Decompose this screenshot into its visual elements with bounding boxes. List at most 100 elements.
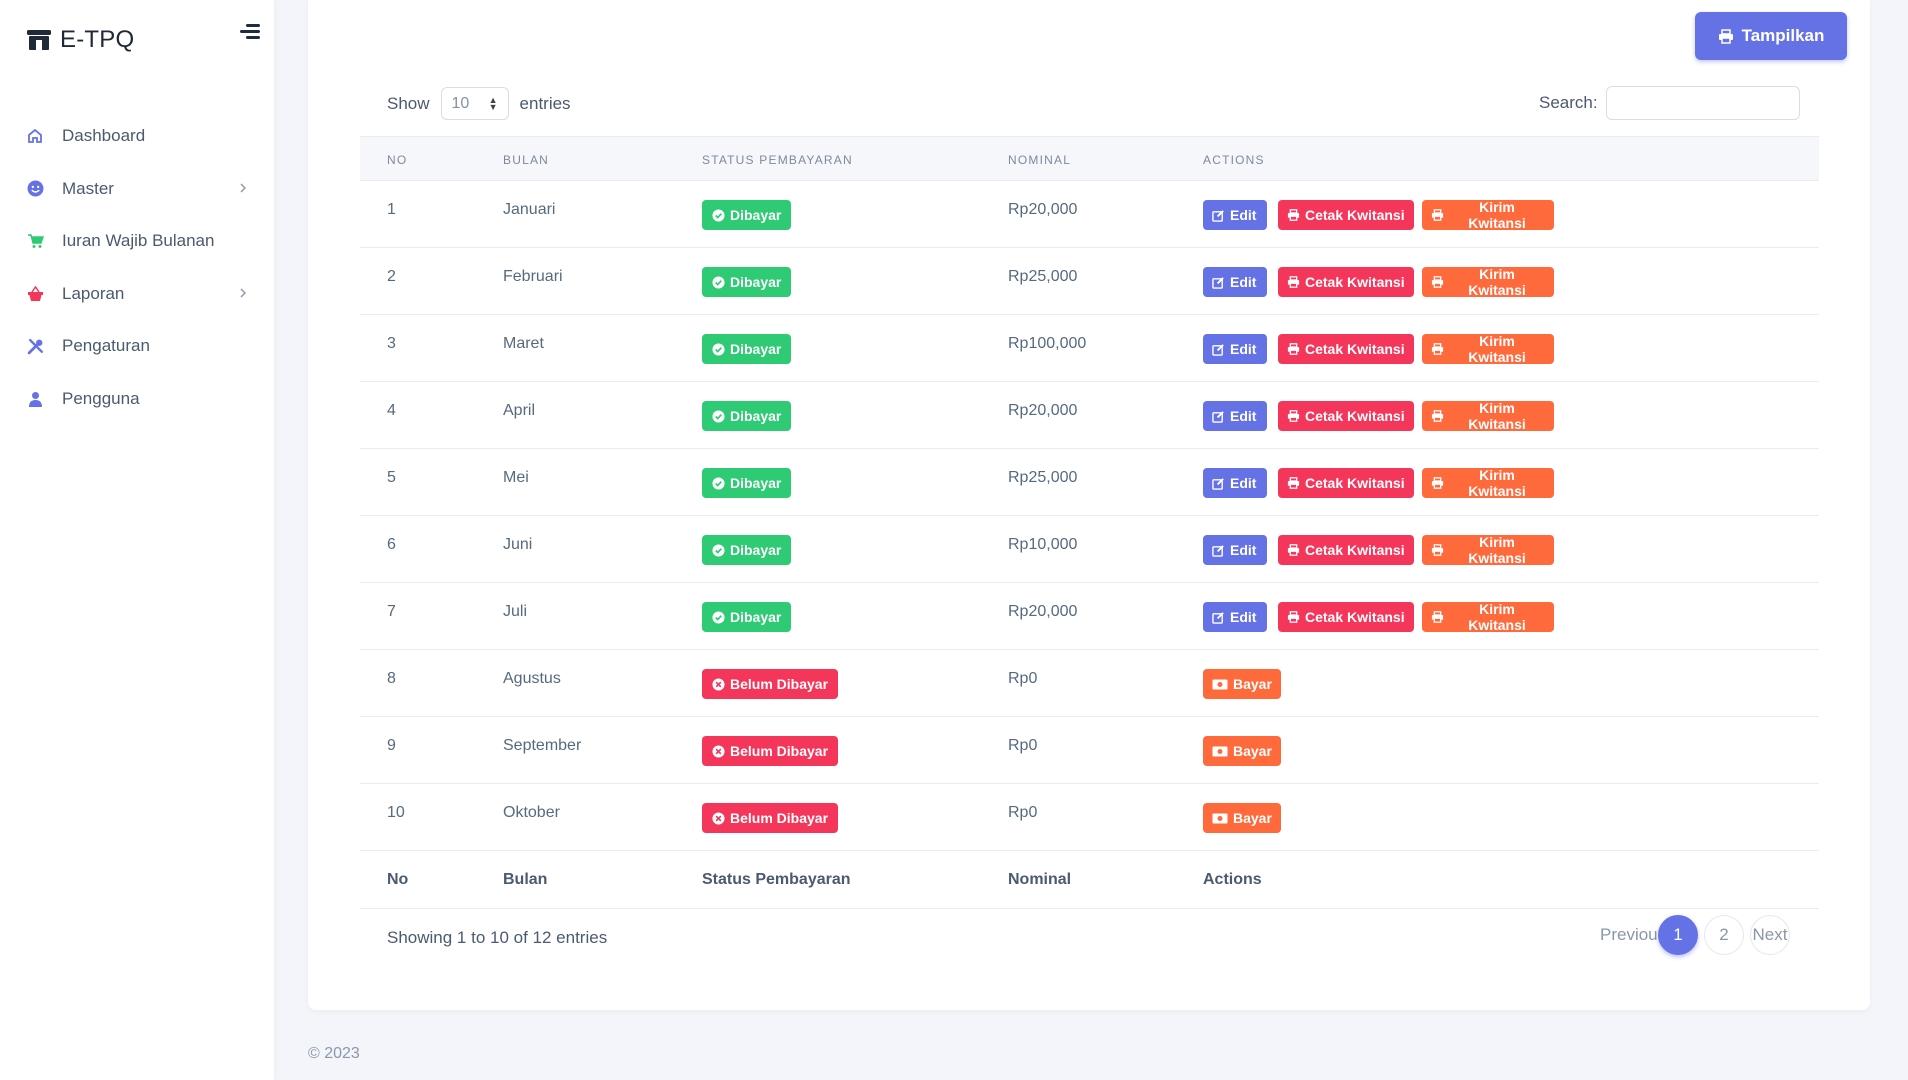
cetak-kwitansi-button[interactable]: Cetak Kwitansi [1278,200,1414,230]
kirim-kwitansi-button[interactable]: Kirim Kwitansi [1422,467,1554,499]
edit-button[interactable]: Edit [1203,602,1267,632]
x-circle-icon [712,677,725,691]
pagination-previous[interactable]: Previous [1600,925,1667,944]
bayar-label: Bayar [1233,743,1272,759]
cetak-kwitansi-button[interactable]: Cetak Kwitansi [1278,267,1414,297]
page-footer: © 2023 [308,1045,360,1062]
cell-no: 5 [387,469,396,486]
status-badge: Belum Dibayar [702,669,839,699]
table-row: 10 Oktober Belum Dibayar Rp0 Bayar [360,784,1819,851]
kirim-kwitansi-button[interactable]: Kirim Kwitansi [1422,534,1554,566]
cetak-kwitansi-button[interactable]: Cetak Kwitansi [1278,401,1414,431]
kirim-kwitansi-button[interactable]: Kirim Kwitansi [1422,601,1554,633]
status-badge: Dibayar [702,535,792,565]
check-circle-icon [712,409,725,423]
check-circle-icon [712,342,725,356]
kirim-kwitansi-button[interactable]: Kirim Kwitansi [1422,199,1554,231]
footer-nominal: Nominal [1008,871,1072,888]
cetak-kwitansi-button[interactable]: Cetak Kwitansi [1278,334,1414,364]
chevron-right-icon [238,286,248,300]
status-badge: Belum Dibayar [702,736,839,766]
kirim-label: Kirim Kwitansi [1468,266,1526,298]
status-label: Belum Dibayar [730,743,829,759]
kirim-label: Kirim Kwitansi [1468,534,1526,566]
sidebar-item-laporan[interactable]: Laporan [0,268,274,321]
kirim-label: Kirim Kwitansi [1468,467,1526,499]
cell-bulan: April [503,402,536,419]
user-icon [26,390,44,408]
sidebar-toggle-icon[interactable] [240,24,262,42]
cetak-label: Cetak Kwitansi [1305,408,1405,424]
brand-name: E-TPQ [60,26,135,53]
sidebar-item-label: Laporan [62,283,125,303]
basket-icon [26,285,44,303]
bayar-label: Bayar [1233,676,1272,692]
table-row: 4 April Dibayar Rp20,000 Edit Cetak Kwitansi K… [360,382,1819,449]
status-badge: Dibayar [702,334,792,364]
cell-no: 3 [387,335,396,352]
bayar-button[interactable]: Bayar [1203,803,1281,833]
check-circle-icon [712,275,725,289]
header-bulan[interactable]: Bulan [503,153,550,167]
header-actions[interactable]: Actions [1203,153,1265,167]
cetak-label: Cetak Kwitansi [1305,207,1405,223]
edit-button[interactable]: Edit [1203,468,1267,498]
table-row: 9 September Belum Dibayar Rp0 Bayar [360,717,1819,784]
cetak-kwitansi-button[interactable]: Cetak Kwitansi [1278,468,1414,498]
tampilkan-button[interactable]: Tampilkan [1695,12,1847,60]
brand[interactable]: E-TPQ [26,26,134,54]
cell-bulan: Maret [503,335,544,352]
money-icon [1212,746,1228,757]
kirim-label: Kirim Kwitansi [1468,400,1526,432]
search-label: Search: [1539,93,1598,112]
bayar-label: Bayar [1233,810,1272,826]
bayar-button[interactable]: Bayar [1203,669,1281,699]
check-circle-icon [712,543,725,557]
kirim-kwitansi-button[interactable]: Kirim Kwitansi [1422,333,1554,365]
kirim-kwitansi-button[interactable]: Kirim Kwitansi [1422,400,1554,432]
sidebar-item-iuran[interactable]: Iuran Wajib Bulanan [0,215,274,268]
header-status[interactable]: Status Pembayaran [702,153,853,167]
print-icon [1287,343,1300,355]
sidebar-item-label: Pengguna [62,388,140,408]
entries-label: entries [519,93,571,113]
sidebar-item-dashboard[interactable]: Dashboard [0,110,274,163]
edit-button[interactable]: Edit [1203,401,1267,431]
header-nominal[interactable]: Nominal [1008,153,1072,167]
print-icon [1287,544,1300,556]
pagination-page-2[interactable]: 2 [1704,915,1744,955]
x-circle-icon [712,811,725,825]
kirim-kwitansi-button[interactable]: Kirim Kwitansi [1422,266,1554,298]
edit-button[interactable]: Edit [1203,200,1267,230]
pagination-next[interactable]: Next [1750,915,1790,955]
table-row: 3 Maret Dibayar Rp100,000 Edit Cetak Kwitansi… [360,315,1819,382]
sidebar-item-pengaturan[interactable]: Pengaturan [0,320,274,373]
entries-select[interactable]: 10 ▲ ▼ [440,87,509,120]
edit-button[interactable]: Edit [1203,334,1267,364]
entries-length: Show 10 ▲ ▼ entries [387,87,571,120]
edit-button[interactable]: Edit [1203,267,1267,297]
bayar-button[interactable]: Bayar [1203,736,1281,766]
edit-icon [1212,209,1225,222]
show-label: Show [387,93,430,113]
cetak-kwitansi-button[interactable]: Cetak Kwitansi [1278,602,1414,632]
pagination-page-1[interactable]: 1 [1658,915,1698,955]
edit-icon [1212,611,1225,624]
print-icon [1431,343,1444,355]
cell-nominal: Rp25,000 [1008,469,1078,486]
status-label: Dibayar [730,341,782,357]
cell-nominal: Rp20,000 [1008,201,1078,218]
cell-bulan: September [503,737,582,754]
cell-nominal: Rp20,000 [1008,603,1078,620]
sidebar-item-master[interactable]: Master [0,163,274,216]
edit-button[interactable]: Edit [1203,535,1267,565]
sidebar-item-label: Pengaturan [62,336,150,356]
search-input[interactable] [1605,86,1800,120]
edit-icon [1212,343,1225,356]
table-header: No Bulan Status Pembayaran Nominal Actio… [360,136,1819,181]
sidebar-item-pengguna[interactable]: Pengguna [0,373,274,426]
cell-bulan: Juni [503,536,533,553]
table-row: 1 Januari Dibayar Rp20,000 Edit Cetak Kwitans… [360,181,1819,248]
cetak-kwitansi-button[interactable]: Cetak Kwitansi [1278,535,1414,565]
header-no[interactable]: No [387,153,408,167]
